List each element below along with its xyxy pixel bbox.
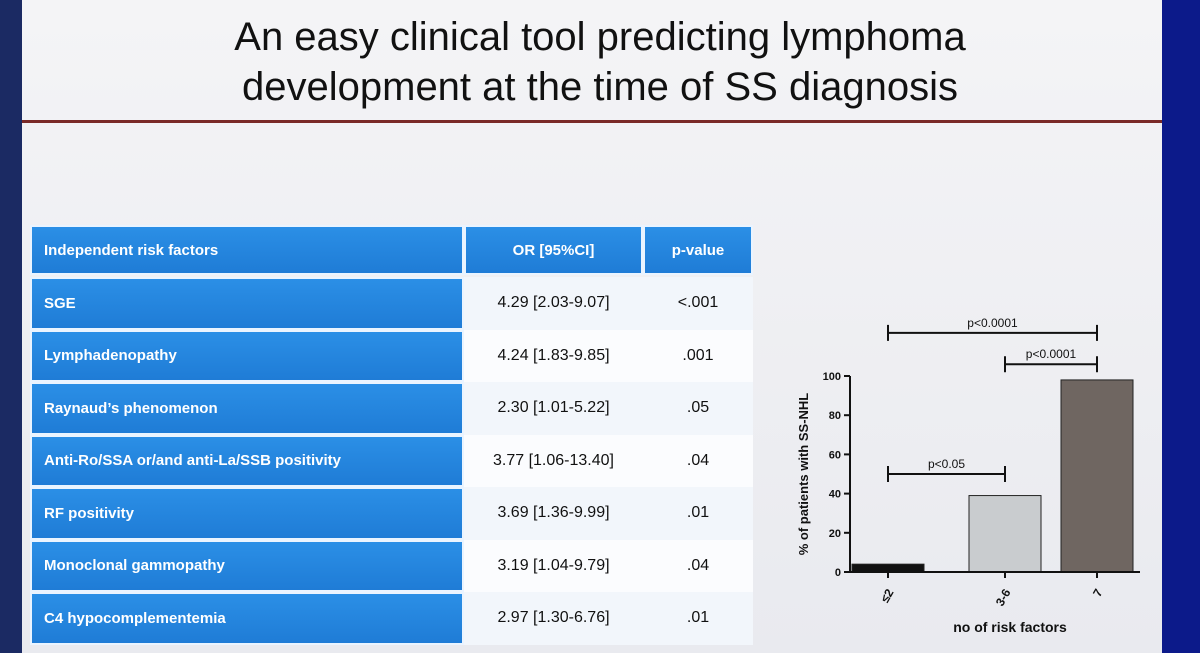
bar-chart: 0 20 40 60 80 100 % of patients with SS-NHL ≤2 3… bbox=[796, 316, 1140, 635]
odds-ratio-cell: 3.69 [1.36-9.99] bbox=[464, 487, 643, 540]
odds-ratio-cell: 2.30 [1.01-5.22] bbox=[464, 382, 643, 435]
odds-ratio-cell: 4.24 [1.83-9.85] bbox=[464, 329, 643, 382]
risk-factor-cell: SGE bbox=[30, 277, 464, 330]
y-tick-label: 0 bbox=[835, 567, 841, 579]
bar-1 bbox=[968, 495, 1042, 573]
p-value-cell: <.001 bbox=[643, 277, 753, 330]
bar-2 bbox=[1060, 379, 1134, 573]
risk-factor-cell: Anti-Ro/SSA or/and anti-La/SSB positivit… bbox=[30, 434, 464, 487]
header-or: OR [95%CI] bbox=[464, 225, 643, 275]
x-axis-label: no of risk factors bbox=[953, 619, 1067, 635]
p-value-cell: .04 bbox=[643, 539, 753, 592]
title-divider bbox=[22, 120, 1162, 123]
right-border bbox=[1162, 0, 1200, 653]
risk-factor-cell: Lymphadenopathy bbox=[30, 329, 464, 382]
x-tick-label: 3-6 bbox=[993, 586, 1014, 608]
odds-ratio-cell: 3.19 [1.04-9.79] bbox=[464, 539, 643, 592]
left-border bbox=[0, 0, 22, 653]
risk-factor-cell: C4 hypocomplementemia bbox=[30, 592, 464, 645]
bar-0 bbox=[851, 563, 925, 573]
y-tick-label: 100 bbox=[823, 371, 841, 383]
comparison-label: p<0.0001 bbox=[967, 316, 1018, 330]
title-line-2: development at the time of SS diagnosis bbox=[242, 65, 958, 109]
p-value-cell: .01 bbox=[643, 592, 753, 645]
risk-factor-cell: RF positivity bbox=[30, 487, 464, 540]
comparison-label: p<0.0001 bbox=[1026, 347, 1077, 361]
comparison-label: p<0.05 bbox=[928, 457, 965, 471]
odds-ratio-cell: 2.97 [1.30-6.76] bbox=[464, 592, 643, 645]
header-risk-factors: Independent risk factors bbox=[30, 225, 464, 275]
risk-factor-cell: Raynaud’s phenomenon bbox=[30, 382, 464, 435]
p-value-cell: .001 bbox=[643, 329, 753, 382]
title-line-1: An easy clinical tool predicting lymphom… bbox=[234, 15, 966, 59]
x-tick-label: ≤2 bbox=[878, 586, 897, 605]
odds-ratio-cell: 4.29 [2.03-9.07] bbox=[464, 277, 643, 330]
odds-ratio-cell: 3.77 [1.06-13.40] bbox=[464, 434, 643, 487]
y-tick-label: 40 bbox=[829, 489, 841, 501]
risk-factor-cell: Monoclonal gammopathy bbox=[30, 539, 464, 592]
p-value-cell: .05 bbox=[643, 382, 753, 435]
y-axis-label: % of patients with SS-NHL bbox=[796, 393, 811, 556]
x-tick-label: 7 bbox=[1090, 586, 1106, 599]
p-value-cell: .01 bbox=[643, 487, 753, 540]
y-tick-label: 60 bbox=[829, 449, 841, 461]
y-tick-label: 80 bbox=[829, 410, 841, 422]
header-p-value: p-value bbox=[643, 225, 753, 275]
y-tick-label: 20 bbox=[829, 528, 841, 540]
slide-title: An easy clinical tool predicting lymphom… bbox=[60, 12, 1140, 112]
p-value-cell: .04 bbox=[643, 434, 753, 487]
